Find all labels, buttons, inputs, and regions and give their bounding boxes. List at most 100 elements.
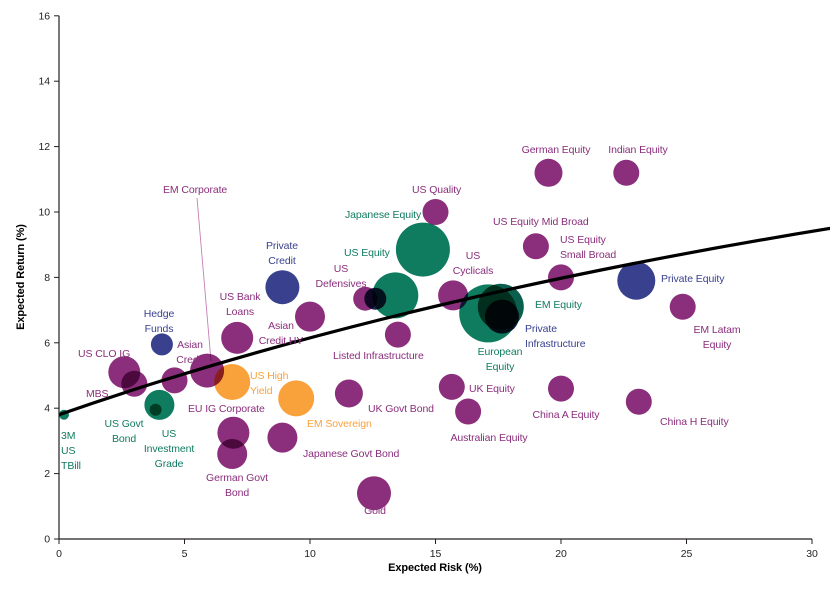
bubble-us-bank-loans <box>221 321 254 354</box>
label-3m-us-tbill: 3M <box>61 430 75 442</box>
label-us-quality: US Quality <box>412 184 462 196</box>
y-tick-label: 14 <box>39 76 51 88</box>
label-us-govt-bond: Bond <box>112 433 136 445</box>
trend-line-layer <box>58 226 830 417</box>
label-us-equity-small-broad: US Equity <box>560 234 607 246</box>
label-asian-credit: Asian <box>177 339 203 351</box>
x-tick-label: 30 <box>806 548 818 560</box>
bubble-us-investment-grade <box>144 389 175 420</box>
label-gold: Gold <box>364 505 386 517</box>
x-tick-label: 5 <box>182 548 188 560</box>
bubble-us-quality <box>422 199 449 225</box>
label-us-bank-loans: Loans <box>226 306 254 318</box>
label-us-investment-grade: Grade <box>155 458 184 470</box>
bubble-us-equity-mid-broad <box>522 233 549 260</box>
label-us-investment-grade: Investment <box>144 443 195 455</box>
bubble-uk-equity <box>438 373 465 400</box>
label-german-govt-bond: Bond <box>225 487 249 499</box>
bubble-german-govt-bond <box>217 439 248 469</box>
label-uk-equity: UK Equity <box>469 383 516 395</box>
bubble-gold <box>357 476 391 511</box>
y-tick-label: 2 <box>44 468 50 480</box>
axes-layer: 0 2 4 6 8 10 12 14 16 0 5 10 15 20 25 30 <box>39 10 819 560</box>
label-us-equity-small-broad: Small Broad <box>560 249 616 261</box>
label-em-equity: EM Equity <box>535 299 583 311</box>
y-tick-label: 10 <box>39 207 51 219</box>
label-em-sovereign: EM Sovereign <box>307 418 372 430</box>
label-indian-equity: Indian Equity <box>608 144 668 156</box>
label-asian-credit-hy: Asian <box>268 320 294 332</box>
label-us-investment-grade: US <box>162 428 176 440</box>
y-tick-label: 0 <box>44 534 50 546</box>
bubble-china-a-equity <box>548 375 574 402</box>
label-em-corporate: EM Corporate <box>163 184 227 196</box>
bubble-australian-equity <box>455 398 482 425</box>
label-japanese-govt-bond: Japanese Govt Bond <box>303 448 400 460</box>
y-axis-title: Expected Return (%) <box>15 224 27 330</box>
trend-line <box>58 226 830 417</box>
label-3m-us-tbill: TBill <box>61 460 81 472</box>
label-german-govt-bond: German Govt <box>206 472 268 484</box>
y-tick-label: 16 <box>39 10 51 22</box>
label-european-equity: European <box>478 346 523 358</box>
x-tick-label: 0 <box>56 548 62 560</box>
em-corporate-leader-line <box>196 197 212 362</box>
bubble-em-sovereign <box>278 380 315 417</box>
leader-line-layer <box>196 197 212 362</box>
label-us-cyclicals: Cyclicals <box>453 265 494 277</box>
y-tick-label: 6 <box>44 337 50 349</box>
bubble-private-credit <box>265 270 300 305</box>
label-private-equity: Private Equity <box>661 273 725 285</box>
bubble-private-infrastructure <box>485 299 519 334</box>
label-us-equity-mid-broad: US Equity Mid Broad <box>493 216 589 228</box>
label-us-high-yield: Yield <box>250 385 273 397</box>
label-hedge-funds: Funds <box>145 323 174 335</box>
bubbles-layer <box>59 158 696 511</box>
y-tick-label: 8 <box>44 272 50 284</box>
label-hedge-funds: Hedge <box>144 308 175 320</box>
x-axis-title: Expected Risk (%) <box>388 562 482 574</box>
label-3m-us-tbill: US <box>61 445 75 457</box>
label-china-a-equity: China A Equity <box>533 409 601 421</box>
label-japanese-equity: Japanese Equity <box>345 209 422 221</box>
bubble-german-equity <box>534 158 563 187</box>
label-private-credit: Credit <box>268 255 296 267</box>
bubble-hedge-funds <box>150 333 173 356</box>
label-us-defensives: Defensives <box>316 278 367 290</box>
label-private-infrastructure: Infrastructure <box>525 338 586 350</box>
bubble-em-latam-equity <box>669 293 696 320</box>
label-mbs: MBS <box>86 388 109 400</box>
y-tick-label: 12 <box>39 141 51 153</box>
bubble-us-equity <box>372 272 419 319</box>
label-eu-ig-corporate: EU IG Corporate <box>188 403 265 415</box>
label-us-defensives: US <box>334 263 348 275</box>
bubble-indian-equity <box>613 159 640 186</box>
label-em-latam-equity: EM Latam <box>693 324 740 336</box>
x-tick-label: 20 <box>555 548 567 560</box>
y-tick-label: 4 <box>44 403 50 415</box>
label-us-high-yield: US High <box>250 370 289 382</box>
label-uk-govt-bond: UK Govt Bond <box>368 403 434 415</box>
label-us-equity: US Equity <box>344 247 391 259</box>
label-private-infrastructure: Private <box>525 323 557 335</box>
x-tick-label: 25 <box>681 548 693 560</box>
label-private-credit: Private <box>266 240 298 252</box>
bubble-private-equity <box>617 261 656 300</box>
bubble-japanese-govt-bond <box>267 422 298 453</box>
label-asian-credit-hy: Credit HY <box>259 335 304 347</box>
bubble-listed-infrastructure <box>384 321 411 348</box>
x-tick-label: 15 <box>430 548 442 560</box>
label-china-h-equity: China H Equity <box>660 416 729 428</box>
label-asian-credit: Credit <box>176 354 204 366</box>
bubble-china-h-equity <box>625 388 652 415</box>
label-us-clo-ig: US CLO IG <box>78 348 130 360</box>
label-european-equity: Equity <box>486 361 515 373</box>
bubble-asian-credit-hy <box>295 301 325 332</box>
label-australian-equity: Australian Equity <box>450 432 528 444</box>
bubble-us-govt-bond <box>149 403 162 416</box>
label-german-equity: German Equity <box>522 144 592 156</box>
label-us-govt-bond: US Govt <box>105 418 144 430</box>
label-us-cyclicals: US <box>466 250 480 262</box>
